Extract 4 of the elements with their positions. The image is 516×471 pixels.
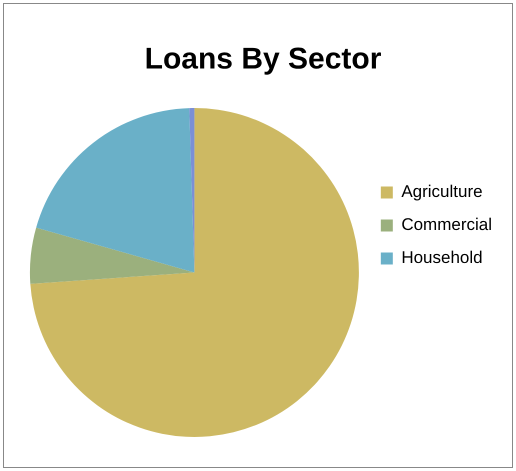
legend-label: Agriculture [401, 182, 483, 202]
legend-label: Commercial [401, 215, 492, 234]
legend-label: Household [401, 248, 483, 268]
chart-title: Loans By Sector [144, 42, 382, 76]
